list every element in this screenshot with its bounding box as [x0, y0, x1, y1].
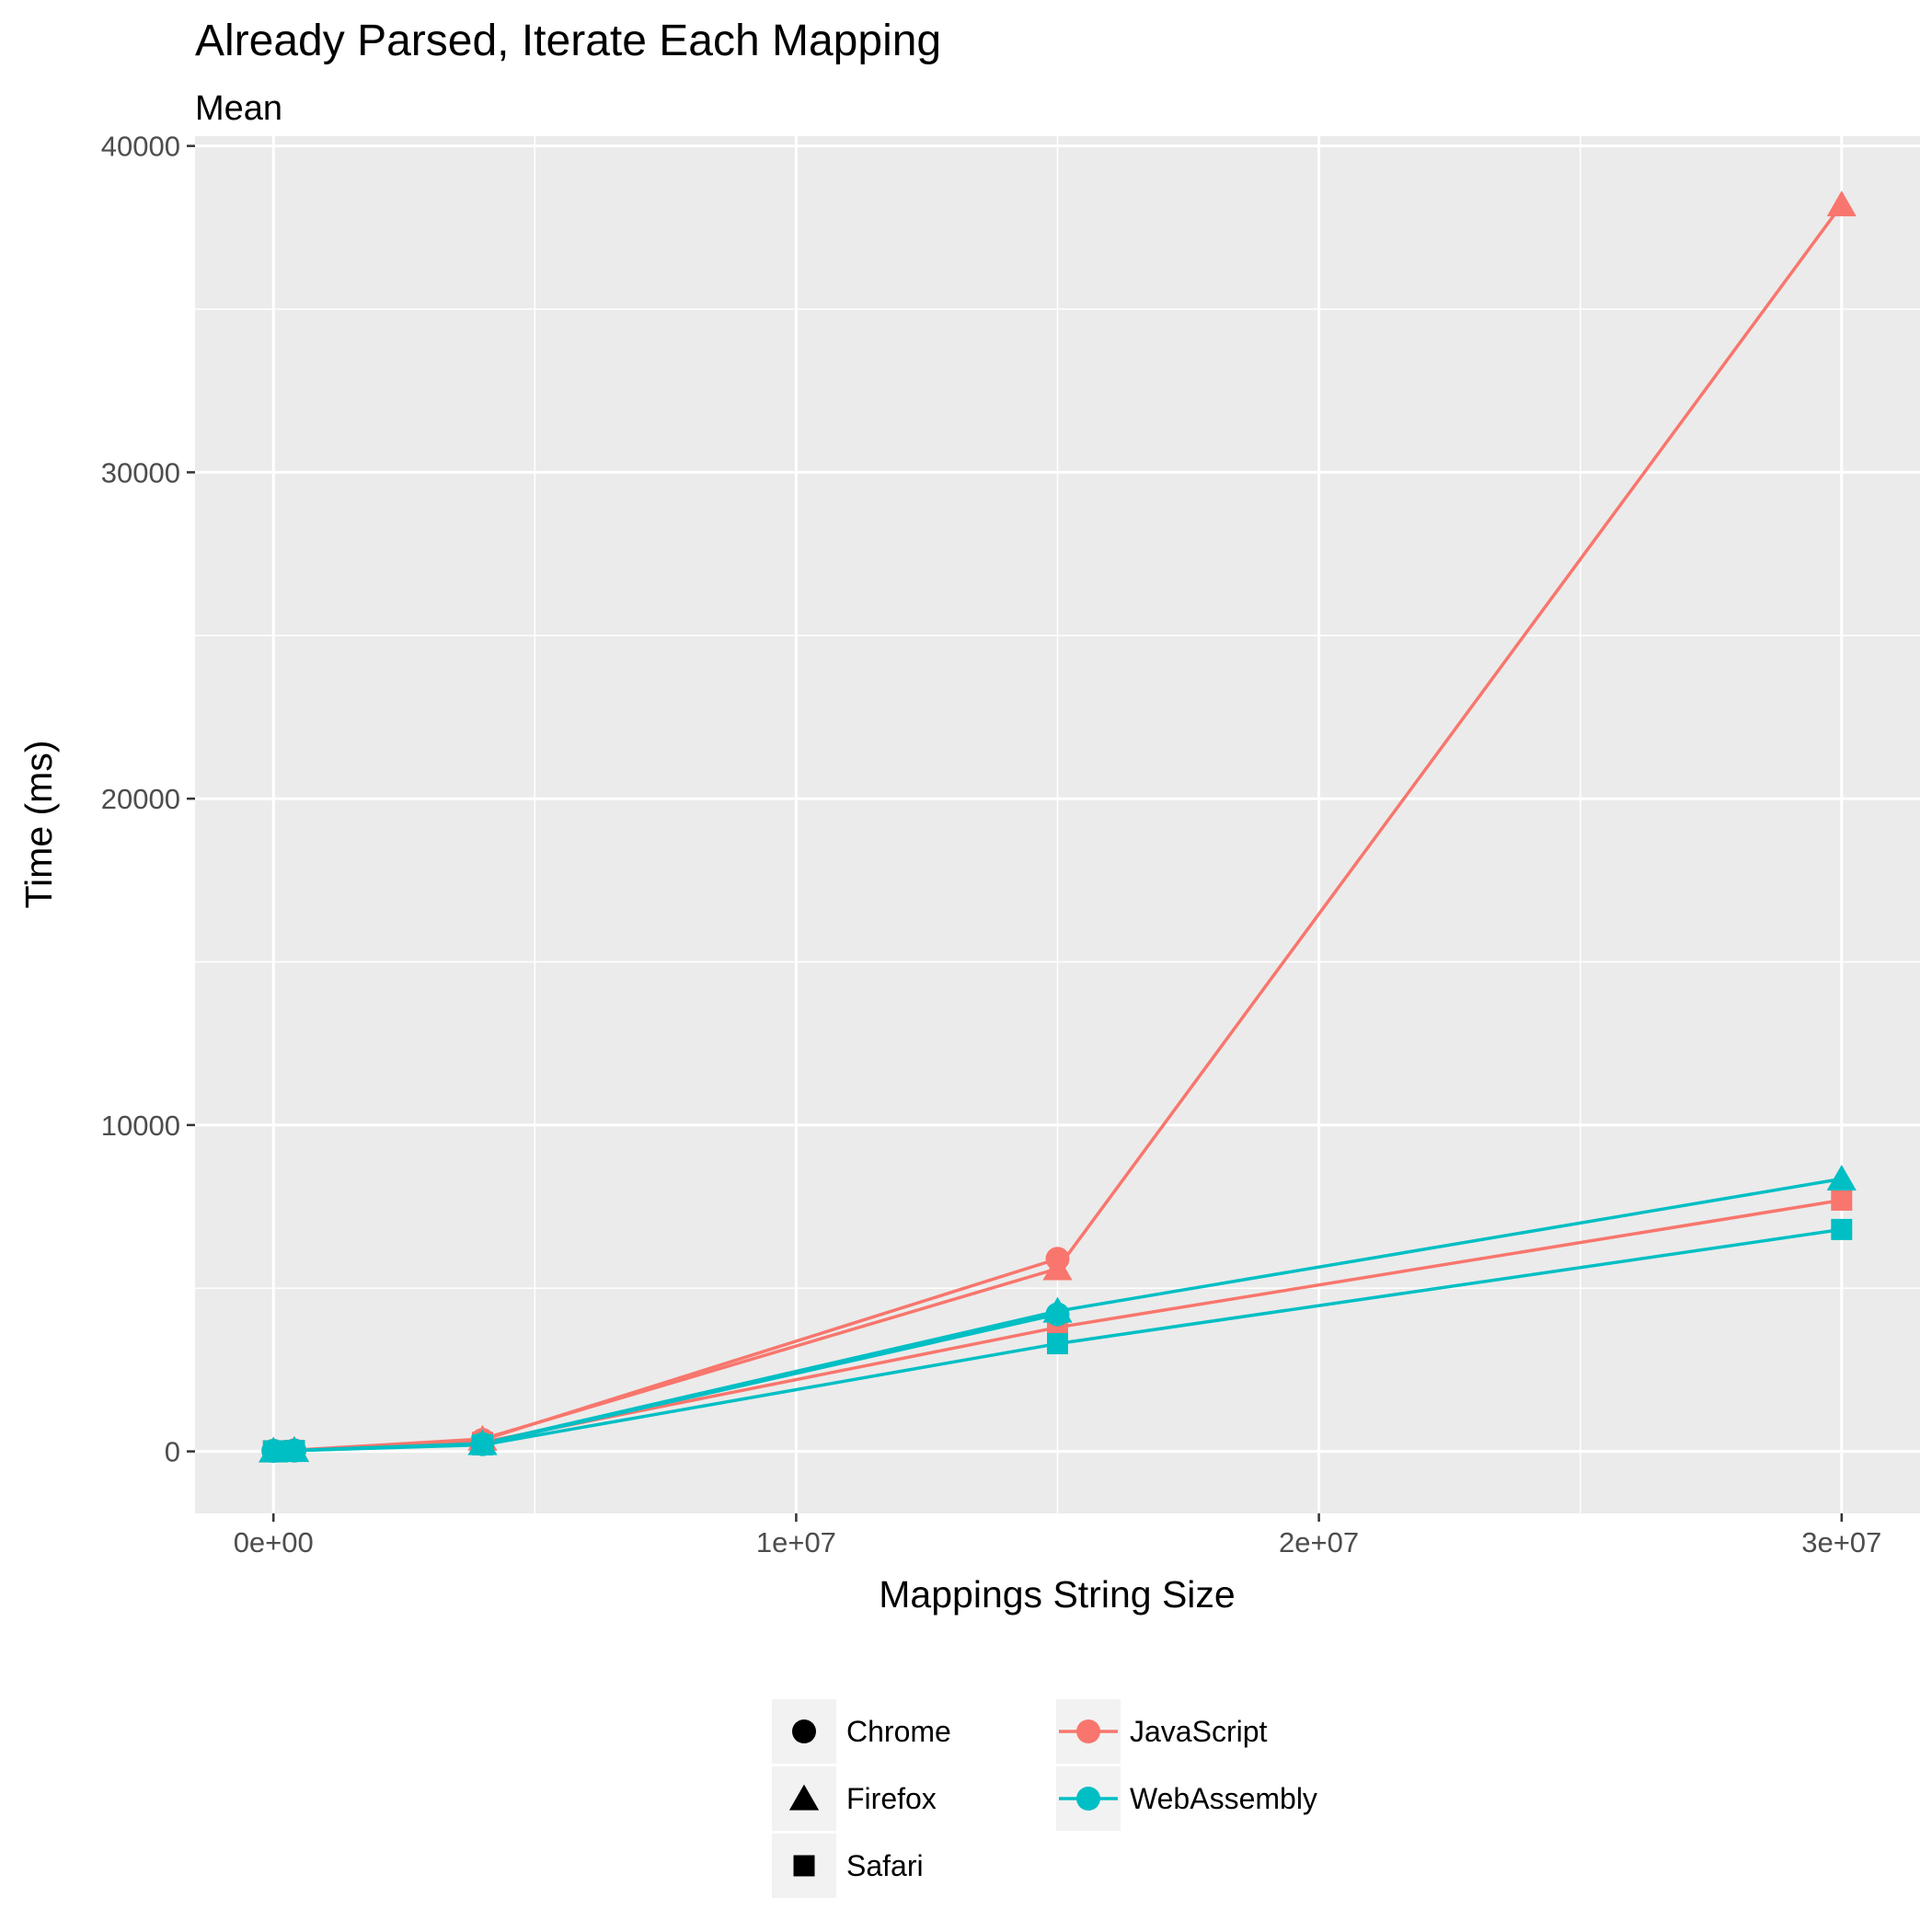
y-axis-title: Time (ms) — [17, 741, 60, 909]
y-axis: 0 10000 20000 30000 40000 — [101, 131, 195, 1468]
x-axis: 0e+00 1e+07 2e+07 3e+07 — [234, 1513, 1881, 1558]
legend-webassembly-point — [1076, 1787, 1100, 1811]
legend-label-chrome: Chrome — [846, 1715, 951, 1748]
legend-label-webassembly: WebAssembly — [1130, 1782, 1317, 1815]
webassembly-safari-point — [1047, 1333, 1068, 1355]
legend-chrome-icon — [792, 1719, 816, 1743]
legend: Chrome Firefox Safari JavaScript WebAssembly — [772, 1699, 1317, 1898]
javascript-firefox-point — [1042, 1254, 1073, 1281]
chart-subtitle: Mean — [195, 89, 282, 128]
y-tick-label: 30000 — [101, 456, 180, 489]
legend-label-firefox: Firefox — [846, 1782, 937, 1815]
webassembly-safari-point — [283, 1440, 305, 1462]
legend-safari-icon — [793, 1855, 815, 1877]
webassembly-firefox-point — [1042, 1296, 1073, 1323]
x-tick-label: 3e+07 — [1801, 1526, 1881, 1558]
x-tick-label: 1e+07 — [756, 1526, 836, 1558]
legend-firefox-icon — [788, 1784, 820, 1811]
chart-title: Already Parsed, Iterate Each Mapping — [195, 17, 941, 65]
y-tick-label: 10000 — [101, 1110, 180, 1142]
webassembly-safari-point — [262, 1440, 284, 1462]
legend-label-safari: Safari — [846, 1849, 924, 1882]
x-tick-label: 0e+00 — [234, 1526, 314, 1558]
series-points — [259, 190, 1857, 1464]
y-tick-label: 40000 — [101, 131, 180, 163]
x-tick-label: 2e+07 — [1279, 1526, 1359, 1558]
minor-gridlines — [195, 136, 1920, 1513]
y-tick-label: 20000 — [101, 783, 180, 815]
webassembly-safari-point — [472, 1434, 493, 1456]
legend-javascript-point — [1076, 1719, 1100, 1743]
x-axis-title: Mappings String Size — [879, 1573, 1235, 1616]
javascript-safari-point — [1831, 1189, 1853, 1211]
y-tick-label: 0 — [165, 1436, 180, 1468]
webassembly-firefox-point — [1826, 1164, 1857, 1190]
javascript-firefox-point — [1826, 190, 1857, 217]
webassembly-safari-point — [1831, 1218, 1853, 1240]
legend-label-javascript: JavaScript — [1130, 1715, 1268, 1748]
